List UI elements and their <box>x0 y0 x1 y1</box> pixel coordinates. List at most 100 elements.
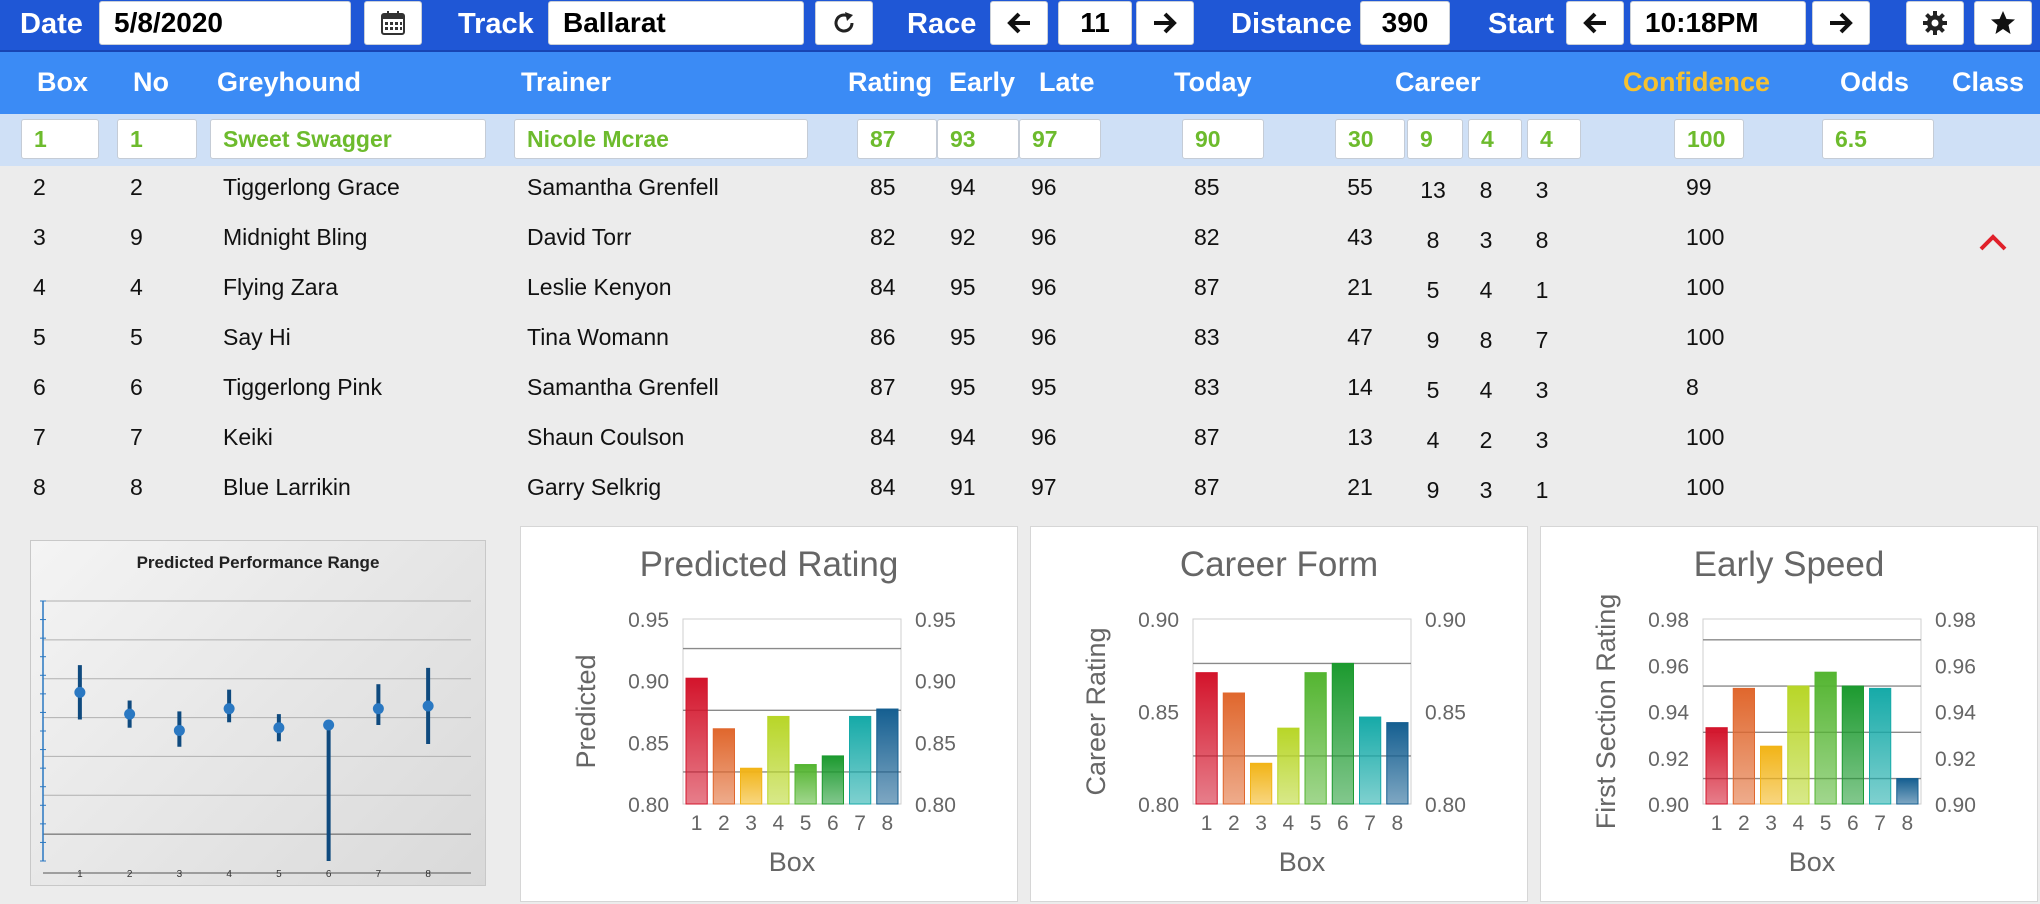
cell-career-wins: 5 <box>1426 377 1440 403</box>
col-late[interactable]: Late <box>1039 67 1095 97</box>
y-tick-label-right: 0.85 <box>915 732 956 755</box>
col-rating[interactable]: Rating <box>848 67 932 97</box>
col-confidence[interactable]: Confidence <box>1623 67 1771 97</box>
race-prev-button[interactable] <box>990 1 1048 45</box>
bar-box-2 <box>712 728 735 805</box>
start-next-button[interactable] <box>1812 1 1870 45</box>
race-field[interactable]: 11 <box>1058 1 1132 45</box>
calendar-button[interactable] <box>364 1 422 45</box>
y-tick-label-right: 0.90 <box>1425 609 1466 632</box>
collapse-caret-icon[interactable] <box>1978 232 2008 252</box>
start-prev-button[interactable] <box>1566 1 1624 45</box>
cell-early: 95 <box>950 274 976 300</box>
table-header: Box No Greyhound Trainer Rating Early La… <box>0 52 2040 114</box>
bar-box-1 <box>685 677 708 805</box>
table-row[interactable]: 6 6 Tiggerlong Pink Samantha Grenfell 87… <box>0 366 2040 416</box>
cell-box: 2 <box>33 174 46 200</box>
selected-confidence[interactable]: 100 <box>1674 119 1744 159</box>
x-tick-label: 5 <box>1820 812 1832 835</box>
range-chart-title: Predicted Performance Range <box>136 553 380 572</box>
cell-early: 95 <box>950 374 976 400</box>
distance-field[interactable]: 390 <box>1360 1 1450 45</box>
selected-career-thirds[interactable]: 4 <box>1527 119 1581 159</box>
cell-confidence: 99 <box>1686 174 1712 200</box>
selected-late[interactable]: 97 <box>1019 119 1101 159</box>
y-tick-label-left: 0.80 <box>1138 794 1179 817</box>
table-row[interactable]: 2 2 Tiggerlong Grace Samantha Grenfell 8… <box>0 166 2040 216</box>
x-tick-label: 3 <box>1765 812 1777 835</box>
table-row[interactable]: 5 5 Say Hi Tina Womann 86 95 96 83 47 9 … <box>0 316 2040 366</box>
col-class[interactable]: Class <box>1952 67 2025 97</box>
cell-career-wins: 4 <box>1426 427 1440 453</box>
cell-career-starts: 55 <box>1347 174 1373 200</box>
x-tick-label: 2 <box>1228 812 1240 835</box>
cell-rating: 82 <box>870 224 896 250</box>
y-tick-label-right: 0.94 <box>1935 702 1976 725</box>
selected-trainer[interactable]: Nicole Mcrae <box>514 119 808 159</box>
table-row[interactable]: 8 8 Blue Larrikin Garry Selkrig 84 91 97… <box>0 466 2040 516</box>
col-box[interactable]: Box <box>37 67 89 97</box>
selected-row[interactable]: 1 1 Sweet Swagger Nicole Mcrae 87 93 97 … <box>0 114 2040 166</box>
selected-no[interactable]: 1 <box>117 119 197 159</box>
cell-career-seconds: 3 <box>1479 227 1493 253</box>
x-tick-label: 6 <box>326 869 332 880</box>
selected-career-seconds[interactable]: 4 <box>1468 119 1522 159</box>
col-career[interactable]: Career <box>1395 67 1481 97</box>
cell-no: 5 <box>130 324 143 350</box>
selected-box[interactable]: 1 <box>21 119 99 159</box>
distance-label: Distance <box>1231 8 1352 40</box>
col-today[interactable]: Today <box>1174 67 1252 97</box>
x-tick-label: 6 <box>827 812 839 835</box>
arrow-left-icon <box>1007 12 1030 34</box>
col-greyhound[interactable]: Greyhound <box>217 67 362 97</box>
selected-career-wins[interactable]: 9 <box>1407 119 1463 159</box>
start-time-field[interactable]: 10:18PM <box>1630 1 1806 45</box>
cell-career-starts: 43 <box>1347 224 1373 250</box>
race-next-button[interactable] <box>1136 1 1194 45</box>
selected-today[interactable]: 90 <box>1182 119 1264 159</box>
chart-title: Predicted Rating <box>639 545 899 584</box>
cell-today: 85 <box>1194 174 1220 200</box>
x-tick-label: 1 <box>1201 812 1213 835</box>
bar-box-4 <box>1277 727 1300 805</box>
range-marker <box>223 703 235 715</box>
cell-box: 7 <box>33 424 46 450</box>
bar-box-3 <box>1760 745 1783 805</box>
cell-late: 96 <box>1031 324 1057 350</box>
selected-career-starts[interactable]: 30 <box>1335 119 1405 159</box>
table-row[interactable]: 3 9 Midnight Bling David Torr 82 92 96 8… <box>0 216 2040 266</box>
selected-greyhound[interactable]: Sweet Swagger <box>210 119 486 159</box>
refresh-button[interactable] <box>815 1 873 45</box>
col-trainer[interactable]: Trainer <box>521 67 612 97</box>
track-field[interactable]: Ballarat <box>548 1 804 45</box>
col-odds[interactable]: Odds <box>1840 67 1910 97</box>
selected-rating[interactable]: 87 <box>857 119 937 159</box>
early-speed-plot: 0.90 0.90 0.92 0.92 0.94 0.94 0.96 0.96 0.98 0.98… <box>1591 594 1976 877</box>
bar-box-7 <box>1359 716 1382 805</box>
selected-odds[interactable]: 6.5 <box>1822 119 1934 159</box>
cell-no: 9 <box>130 224 143 250</box>
settings-button[interactable] <box>1906 1 1964 45</box>
date-field[interactable]: 5/8/2020 <box>99 1 351 45</box>
toolbar: Date 5/8/2020 Track Ballarat Race 11 Dis… <box>0 0 2040 52</box>
table-row[interactable]: 7 7 Keiki Shaun Coulson 84 94 96 87 13 4… <box>0 416 2040 466</box>
cell-trainer: Leslie Kenyon <box>527 274 672 300</box>
cell-career-thirds: 1 <box>1535 277 1549 303</box>
cell-greyhound: Keiki <box>223 424 273 450</box>
cell-late: 96 <box>1031 174 1057 200</box>
y-tick-label-left: 0.85 <box>628 732 669 755</box>
col-early[interactable]: Early <box>949 67 1016 97</box>
x-tick-label: 5 <box>1310 812 1322 835</box>
cell-rating: 87 <box>870 374 896 400</box>
cell-career-thirds: 3 <box>1535 177 1549 203</box>
cell-confidence: 100 <box>1686 224 1725 250</box>
cell-late: 95 <box>1031 374 1057 400</box>
chart-title: Early Speed <box>1693 545 1885 584</box>
bar-box-8 <box>1896 778 1919 805</box>
range-marker <box>273 722 285 734</box>
selected-early[interactable]: 93 <box>937 119 1019 159</box>
favorite-button[interactable] <box>1974 1 2032 45</box>
y-axis-label: First Section Rating <box>1591 594 1621 830</box>
col-no[interactable]: No <box>133 67 169 97</box>
table-row[interactable]: 4 4 Flying Zara Leslie Kenyon 84 95 96 8… <box>0 266 2040 316</box>
